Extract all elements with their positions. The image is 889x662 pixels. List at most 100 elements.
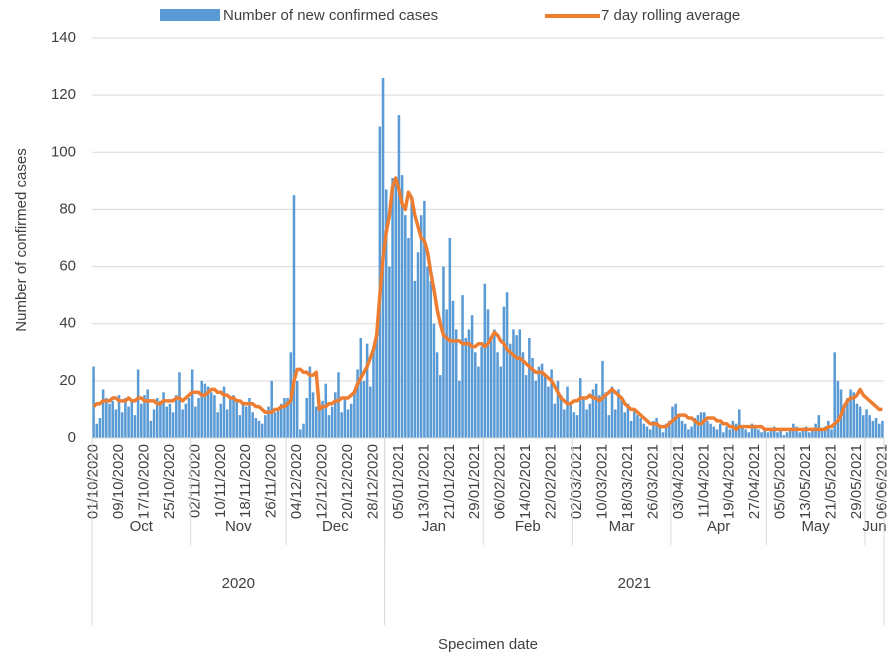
y-axis-title: Number of confirmed cases [13, 148, 30, 331]
bar [461, 295, 464, 438]
x-tick-label: 06/06/2021 [873, 444, 889, 519]
bar [753, 426, 757, 438]
bar [553, 403, 557, 438]
x-tick-label: 09/10/2020 [110, 444, 127, 519]
bar [111, 400, 114, 438]
bar [594, 383, 598, 438]
bar [98, 418, 102, 438]
bar [165, 406, 169, 438]
bar [410, 198, 413, 438]
bar [877, 423, 881, 438]
bar [540, 363, 544, 438]
bar [140, 403, 143, 438]
bar [543, 375, 547, 438]
x-tick-label: 21/01/2021 [441, 444, 458, 519]
bar [248, 398, 251, 438]
x-tick-label: 05/05/2021 [772, 444, 789, 519]
bar [725, 426, 728, 438]
bar [559, 395, 563, 438]
bar [324, 383, 328, 438]
bar [477, 366, 480, 438]
bar [785, 432, 789, 438]
bar [846, 398, 849, 438]
y-tick-label: 40 [59, 315, 76, 332]
bar [591, 389, 595, 438]
bar [101, 389, 105, 438]
x-tick-label: 29/05/2021 [848, 444, 865, 519]
bar [286, 398, 289, 438]
bar [769, 429, 773, 438]
x-tick-label: 04/12/2020 [288, 444, 305, 519]
bar [321, 400, 324, 438]
bar [474, 352, 477, 438]
bar [706, 420, 709, 438]
bar [445, 309, 448, 438]
x-tick-label: 20/12/2020 [339, 444, 356, 519]
bar [203, 383, 207, 438]
x-tick-label: 12/12/2020 [314, 444, 331, 519]
bar [375, 332, 378, 438]
bar [127, 406, 130, 438]
bar [862, 415, 865, 438]
bar [807, 432, 811, 438]
bar [394, 180, 398, 438]
bar [308, 366, 312, 438]
bar [251, 412, 254, 438]
bar [305, 398, 308, 438]
bar [407, 238, 410, 438]
bar [642, 423, 646, 438]
month-label: May [801, 518, 830, 535]
bar [340, 412, 343, 438]
x-tick-label: 28/12/2020 [364, 444, 381, 519]
bar [400, 175, 404, 438]
bar [232, 395, 235, 438]
bar [855, 403, 859, 438]
bar [566, 386, 569, 438]
bar [241, 403, 245, 438]
x-tick-label: 21/05/2021 [822, 444, 839, 519]
bar [528, 338, 531, 438]
bar [607, 415, 611, 438]
bar [146, 389, 149, 438]
bar [534, 380, 537, 438]
bar [680, 420, 684, 438]
bar [270, 380, 273, 438]
bar [722, 432, 725, 438]
bar [858, 406, 862, 438]
bar [763, 429, 766, 438]
bar [426, 266, 429, 438]
bar [133, 415, 137, 438]
bar [820, 429, 824, 438]
bar [384, 189, 388, 438]
bar [162, 392, 165, 438]
bar [136, 369, 140, 438]
bar [454, 329, 458, 438]
bar [343, 398, 347, 438]
bar [626, 403, 630, 438]
bar [874, 418, 878, 438]
bar [330, 406, 334, 438]
x-tick-label: 02/03/2021 [568, 444, 585, 519]
bar [772, 426, 776, 438]
bar [279, 403, 283, 438]
bar [413, 280, 417, 438]
bar [868, 415, 871, 438]
bar [693, 418, 697, 438]
bar [636, 415, 639, 438]
bar [795, 426, 798, 438]
bar [881, 420, 884, 438]
y-tick-label: 0 [68, 429, 76, 446]
bar [833, 352, 836, 438]
bar [804, 426, 808, 438]
bar [741, 426, 744, 438]
bar [439, 375, 442, 438]
bar [219, 403, 223, 438]
bar [648, 429, 652, 438]
bar [757, 429, 760, 438]
bar [334, 392, 337, 438]
legend-label: 7 day rolling average [601, 7, 740, 24]
bar [652, 420, 655, 438]
bar [512, 329, 515, 438]
bar [718, 423, 722, 438]
x-tick-label: 01/10/2020 [85, 444, 102, 519]
